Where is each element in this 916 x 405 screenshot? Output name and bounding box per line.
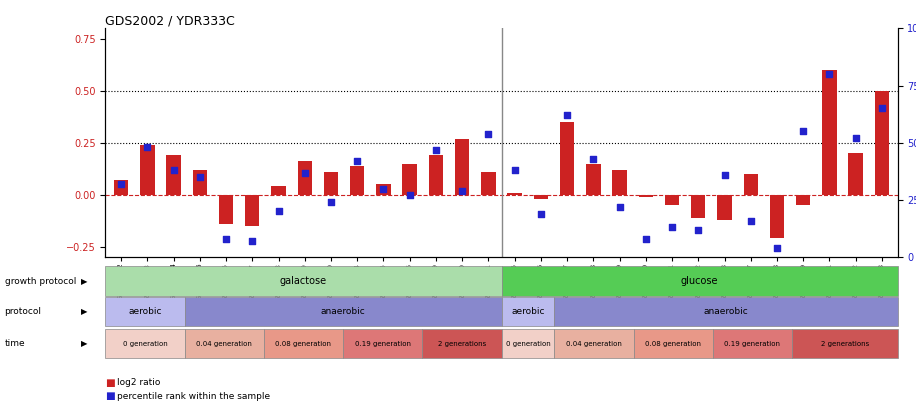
Text: 0 generation: 0 generation: [506, 341, 551, 347]
Point: [219, 236, 234, 242]
Point: [140, 144, 155, 151]
Point: [350, 158, 365, 164]
Text: 0.19 generation: 0.19 generation: [725, 341, 780, 347]
Text: percentile rank within the sample: percentile rank within the sample: [117, 392, 270, 401]
Bar: [298, 162, 312, 195]
Text: 0.08 generation: 0.08 generation: [276, 341, 332, 347]
Point: [507, 167, 522, 173]
Point: [638, 236, 653, 242]
Point: [717, 172, 732, 178]
Point: [481, 130, 496, 137]
Bar: [271, 186, 286, 195]
Point: [402, 192, 417, 198]
Text: ■: ■: [105, 378, 115, 388]
Text: galactose: galactose: [280, 276, 327, 286]
Bar: [638, 195, 653, 197]
Point: [323, 199, 338, 205]
Text: 0.08 generation: 0.08 generation: [645, 341, 701, 347]
Point: [298, 169, 312, 176]
Point: [429, 146, 443, 153]
Bar: [796, 195, 811, 205]
Point: [796, 128, 811, 134]
Bar: [167, 155, 180, 195]
Point: [271, 208, 286, 215]
Text: protocol: protocol: [5, 307, 41, 316]
Text: aerobic: aerobic: [128, 307, 162, 316]
Text: ■: ■: [105, 391, 115, 401]
Bar: [323, 172, 338, 195]
Bar: [114, 180, 128, 195]
Point: [166, 167, 180, 173]
Point: [560, 112, 574, 119]
Bar: [219, 195, 234, 224]
Bar: [717, 195, 732, 220]
Point: [744, 217, 758, 224]
Point: [376, 185, 391, 192]
Text: log2 ratio: log2 ratio: [117, 378, 160, 387]
Text: growth protocol: growth protocol: [5, 277, 76, 286]
Point: [586, 156, 601, 162]
Point: [455, 188, 470, 194]
Point: [875, 105, 889, 112]
Text: GDS2002 / YDR333C: GDS2002 / YDR333C: [105, 14, 235, 27]
Point: [533, 211, 548, 217]
Bar: [140, 145, 155, 195]
Point: [691, 226, 705, 233]
Bar: [455, 139, 469, 195]
Text: 0 generation: 0 generation: [123, 341, 168, 347]
Bar: [744, 174, 758, 195]
Bar: [376, 184, 390, 195]
Bar: [875, 91, 889, 195]
Text: 2 generations: 2 generations: [821, 341, 869, 347]
Text: 0.19 generation: 0.19 generation: [354, 341, 410, 347]
Bar: [769, 195, 784, 239]
Bar: [691, 195, 705, 217]
Text: 0.04 generation: 0.04 generation: [566, 341, 622, 347]
Bar: [507, 193, 522, 195]
Text: 2 generations: 2 generations: [438, 341, 486, 347]
Point: [192, 174, 207, 180]
Text: aerobic: aerobic: [511, 307, 545, 316]
Point: [245, 238, 259, 244]
Bar: [560, 122, 574, 195]
Bar: [429, 155, 443, 195]
Text: anaerobic: anaerobic: [703, 307, 748, 316]
Point: [848, 135, 863, 141]
Point: [823, 71, 837, 77]
Text: glucose: glucose: [681, 276, 718, 286]
Point: [769, 245, 784, 251]
Bar: [613, 170, 627, 195]
Text: ▶: ▶: [81, 307, 88, 316]
Bar: [245, 195, 259, 226]
Text: time: time: [5, 339, 26, 348]
Bar: [665, 195, 680, 205]
Point: [612, 204, 627, 210]
Bar: [586, 164, 601, 195]
Bar: [534, 195, 548, 199]
Bar: [823, 70, 836, 195]
Bar: [192, 170, 207, 195]
Bar: [350, 166, 365, 195]
Text: 0.04 generation: 0.04 generation: [196, 341, 252, 347]
Point: [114, 181, 128, 187]
Text: ▶: ▶: [81, 339, 88, 348]
Point: [665, 224, 680, 231]
Text: ▶: ▶: [81, 277, 88, 286]
Bar: [402, 164, 417, 195]
Text: anaerobic: anaerobic: [321, 307, 365, 316]
Bar: [848, 153, 863, 195]
Bar: [481, 172, 496, 195]
